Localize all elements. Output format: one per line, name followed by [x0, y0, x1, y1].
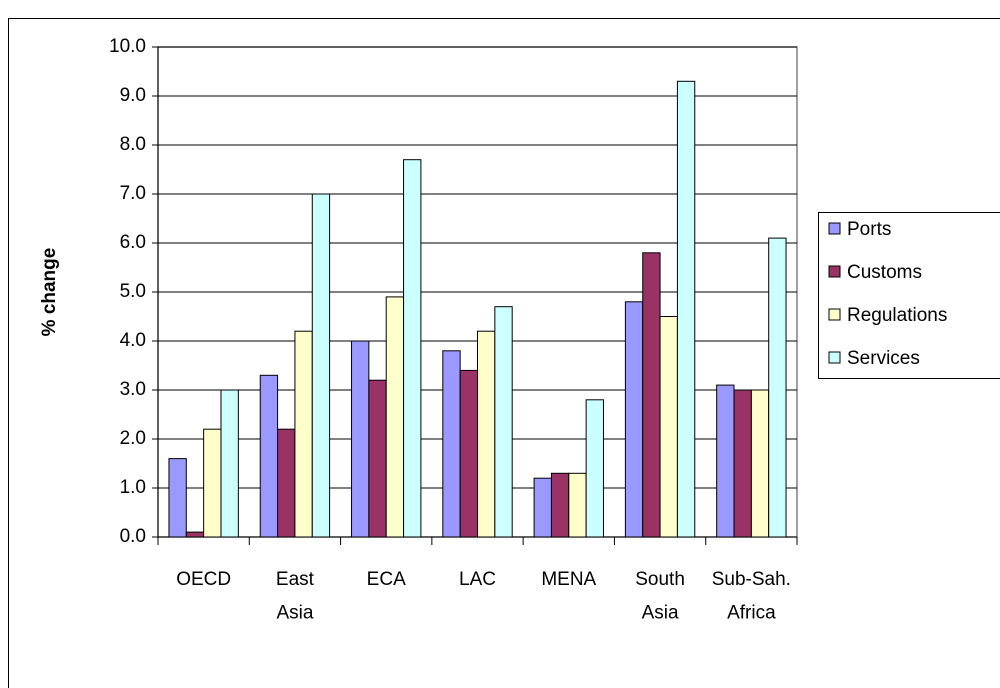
y-tick-label: 7.0 — [120, 183, 146, 204]
bar — [385, 296, 405, 538]
bar — [733, 389, 752, 538]
legend-swatch — [828, 265, 841, 278]
bar — [351, 340, 370, 538]
bar — [477, 330, 496, 538]
x-tick-label: Sub-Sah. Africa — [712, 569, 791, 624]
bar — [494, 306, 513, 538]
y-tick-label: 8.0 — [120, 134, 146, 155]
y-tick-label: 2.0 — [120, 428, 146, 449]
bar — [459, 369, 478, 538]
bar — [716, 384, 735, 538]
bar — [185, 531, 205, 538]
y-tick-label: 1.0 — [120, 477, 146, 498]
x-tick-label: MENA — [541, 569, 596, 590]
bar — [203, 428, 222, 538]
bar — [533, 477, 552, 538]
y-axis-label: % change — [39, 248, 60, 337]
legend-label: Regulations — [847, 305, 947, 326]
bar — [368, 379, 387, 538]
bar — [642, 252, 661, 538]
bar — [220, 389, 239, 538]
x-tick-label: ECA — [367, 569, 406, 590]
bar — [259, 374, 279, 538]
y-tick-label: 4.0 — [120, 330, 146, 351]
y-tick-label: 6.0 — [120, 232, 146, 253]
bar — [403, 159, 422, 538]
y-tick-label: 0.0 — [120, 526, 146, 547]
legend-label: Customs — [847, 262, 922, 283]
bar — [168, 458, 187, 538]
bar — [624, 301, 644, 538]
legend-swatch — [828, 222, 841, 235]
bar — [311, 193, 331, 538]
bar — [550, 472, 570, 538]
y-tick-label: 3.0 — [120, 379, 146, 400]
bar — [277, 428, 296, 538]
x-tick-label: South Asia — [635, 569, 685, 624]
bar — [768, 237, 787, 538]
x-tick-label: OECD — [176, 569, 231, 590]
bar — [659, 316, 678, 538]
legend-label: Services — [847, 348, 920, 369]
bar — [585, 399, 604, 538]
y-tick-label: 5.0 — [120, 281, 146, 302]
bar — [568, 472, 587, 538]
bar — [750, 389, 770, 538]
bar — [676, 80, 696, 538]
legend-label: Ports — [847, 219, 891, 240]
legend — [818, 212, 1000, 379]
bar — [442, 350, 461, 538]
y-tick-label: 9.0 — [120, 85, 146, 106]
bar — [294, 330, 313, 538]
x-tick-label: LAC — [459, 569, 496, 590]
x-tick-label: East Asia — [276, 569, 315, 624]
legend-swatch — [828, 351, 841, 364]
y-tick-label: 10.0 — [109, 36, 146, 57]
legend-swatch — [828, 308, 841, 321]
